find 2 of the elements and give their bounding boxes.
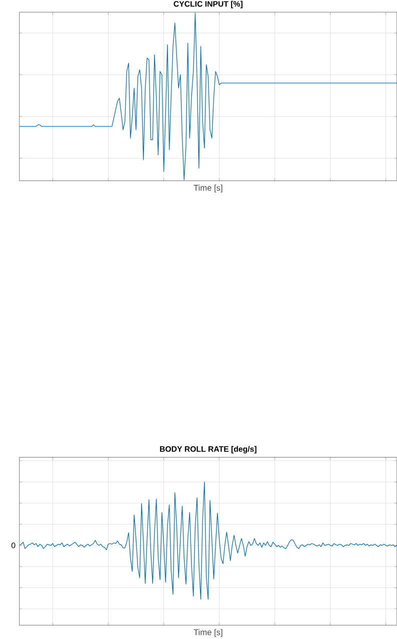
x-axis-title: Time [s]	[194, 184, 222, 192]
x-axis-title: Time [s]	[194, 629, 222, 637]
